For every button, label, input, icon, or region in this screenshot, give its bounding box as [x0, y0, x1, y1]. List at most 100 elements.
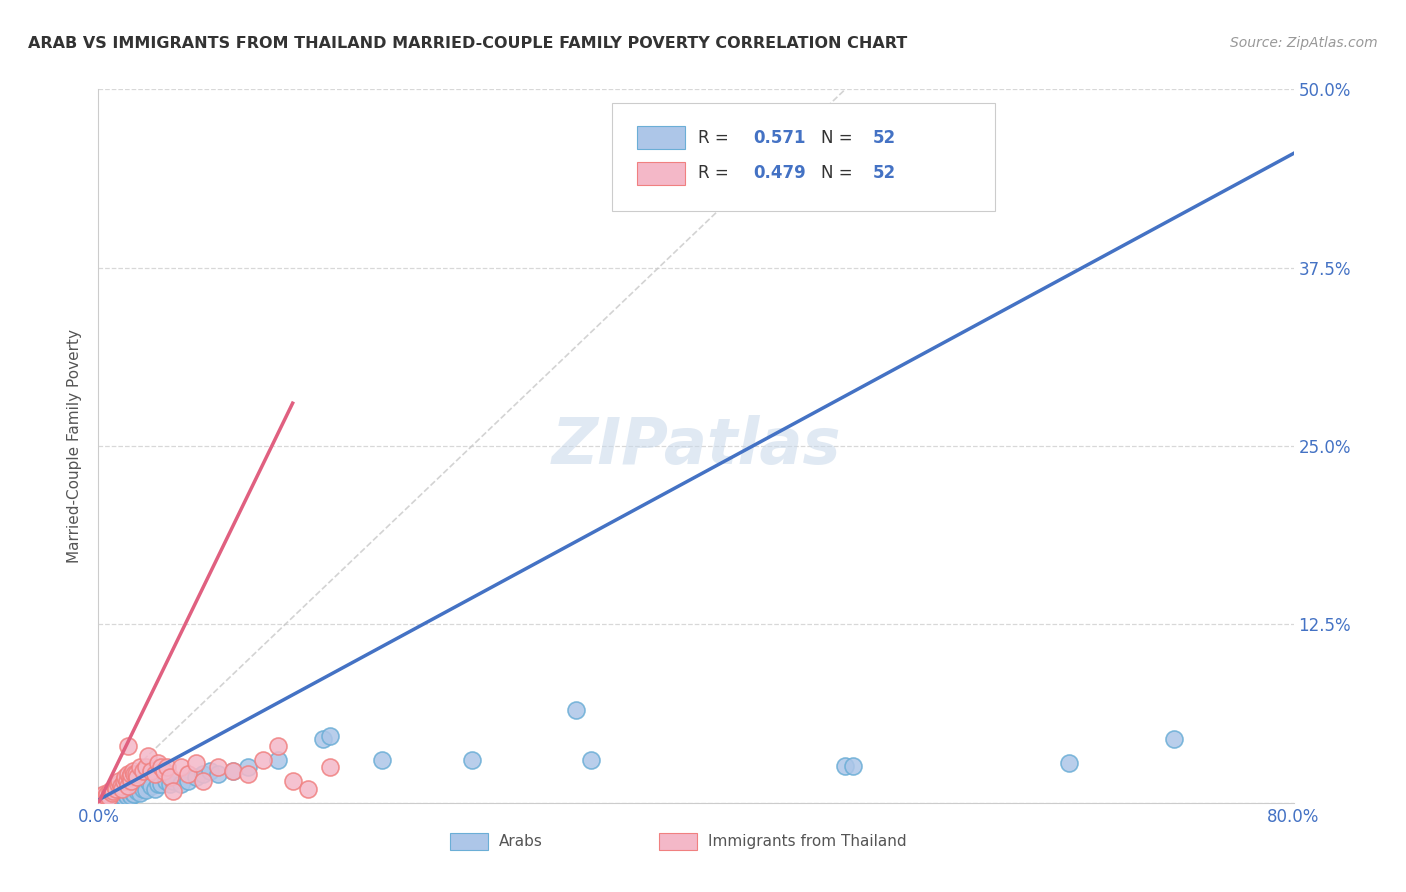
Point	[98, 787, 122, 801]
Point	[108, 791, 131, 805]
Point	[371, 753, 394, 767]
Point	[120, 789, 142, 803]
Point	[112, 774, 135, 789]
Point	[200, 764, 222, 779]
Point	[136, 748, 159, 763]
Point	[111, 789, 134, 803]
Y-axis label: Married-Couple Family Poverty: Married-Couple Family Poverty	[67, 329, 83, 563]
FancyBboxPatch shape	[450, 833, 488, 850]
FancyBboxPatch shape	[637, 162, 685, 185]
Text: Arabs: Arabs	[499, 834, 543, 849]
Point	[101, 789, 124, 803]
Point	[129, 760, 152, 774]
Point	[93, 790, 115, 805]
Point	[120, 767, 142, 781]
Point	[118, 770, 141, 784]
Point	[136, 774, 159, 789]
Text: 52: 52	[873, 164, 896, 182]
Point	[162, 774, 184, 789]
Point	[311, 731, 333, 746]
Point	[184, 770, 207, 784]
Point	[177, 767, 200, 781]
Point	[103, 781, 125, 796]
Point	[94, 789, 117, 803]
Point	[96, 790, 118, 805]
Point	[105, 787, 128, 801]
Point	[1059, 756, 1081, 770]
Point	[267, 739, 290, 753]
Point	[162, 784, 184, 798]
Point	[104, 779, 127, 793]
Point	[90, 789, 112, 803]
Point	[236, 767, 259, 781]
Point	[236, 760, 259, 774]
Point	[117, 779, 139, 793]
Point	[461, 753, 484, 767]
Point	[169, 760, 191, 774]
Point	[150, 760, 173, 774]
Text: ARAB VS IMMIGRANTS FROM THAILAND MARRIED-COUPLE FAMILY POVERTY CORRELATION CHART: ARAB VS IMMIGRANTS FROM THAILAND MARRIED…	[28, 36, 907, 51]
Point	[110, 784, 132, 798]
Point	[135, 760, 157, 774]
Point	[125, 781, 148, 796]
Point	[581, 753, 603, 767]
Point	[105, 781, 128, 796]
Point	[297, 781, 319, 796]
Point	[97, 791, 120, 805]
Point	[1163, 731, 1185, 746]
Point	[143, 767, 166, 781]
Point	[207, 767, 229, 781]
Point	[148, 756, 170, 770]
Point	[155, 774, 177, 789]
Point	[565, 703, 588, 717]
Point	[91, 790, 114, 805]
Point	[97, 790, 120, 805]
Point	[125, 767, 148, 781]
Point	[842, 758, 865, 772]
Point	[252, 753, 274, 767]
Point	[159, 770, 181, 784]
Point	[94, 789, 117, 803]
FancyBboxPatch shape	[613, 103, 995, 211]
Point	[103, 791, 125, 805]
Point	[319, 760, 342, 774]
Point	[118, 787, 141, 801]
Point	[115, 774, 138, 789]
Text: Source: ZipAtlas.com: Source: ZipAtlas.com	[1230, 36, 1378, 50]
Point	[124, 787, 146, 801]
Text: R =: R =	[699, 164, 734, 182]
Point	[207, 760, 229, 774]
Point	[124, 767, 146, 781]
Point	[117, 784, 139, 798]
Point	[114, 786, 136, 800]
Point	[115, 789, 138, 803]
Point	[107, 789, 129, 803]
Point	[117, 767, 139, 781]
Point	[90, 789, 112, 803]
Point	[132, 781, 155, 796]
Point	[156, 760, 179, 774]
Point	[267, 753, 290, 767]
Point	[117, 739, 139, 753]
Point	[222, 764, 245, 779]
Point	[129, 786, 152, 800]
Point	[98, 790, 122, 805]
Point	[107, 777, 129, 791]
Text: 0.479: 0.479	[754, 164, 806, 182]
Point	[153, 764, 176, 779]
FancyBboxPatch shape	[637, 127, 685, 149]
Point	[108, 774, 131, 789]
Point	[121, 764, 143, 779]
Point	[101, 786, 124, 800]
Point	[143, 781, 166, 796]
Point	[127, 784, 149, 798]
Point	[135, 783, 157, 797]
Point	[281, 774, 304, 789]
Point	[184, 756, 207, 770]
Point	[169, 777, 191, 791]
Point	[120, 774, 142, 789]
Point	[112, 790, 135, 805]
Point	[150, 777, 173, 791]
Text: Immigrants from Thailand: Immigrants from Thailand	[709, 834, 907, 849]
Point	[127, 770, 149, 784]
